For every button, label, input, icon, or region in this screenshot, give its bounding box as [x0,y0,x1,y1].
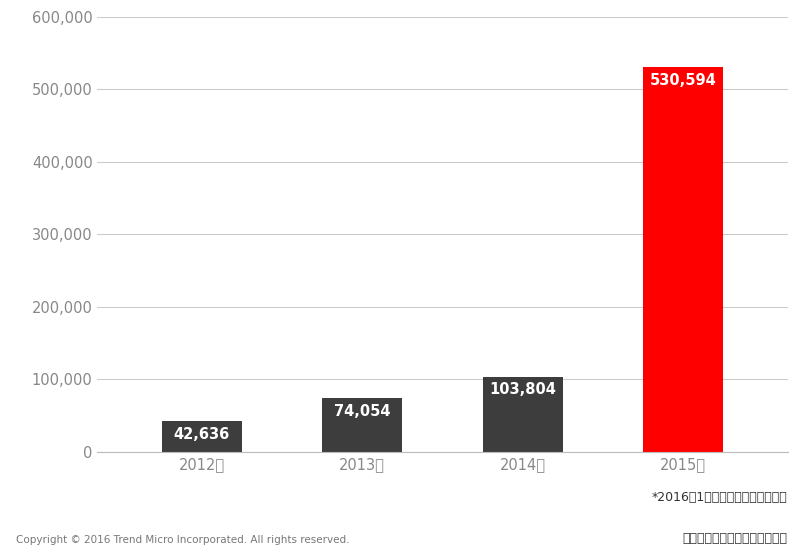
Text: 530,594: 530,594 [649,73,716,88]
Text: *2016年1月トレンドマイクロ調べ: *2016年1月トレンドマイクロ調べ [651,491,787,504]
Text: 42,636: 42,636 [174,426,230,442]
Bar [322,398,402,452]
Text: 74,054: 74,054 [333,404,390,419]
Text: トレンドマイクロによる検出数: トレンドマイクロによる検出数 [682,532,787,545]
Text: Copyright © 2016 Trend Micro Incorporated. All rights reserved.: Copyright © 2016 Trend Micro Incorporate… [16,536,350,545]
Text: 103,804: 103,804 [489,382,556,397]
Bar [642,67,723,452]
Bar [161,421,242,452]
Bar [482,376,562,452]
